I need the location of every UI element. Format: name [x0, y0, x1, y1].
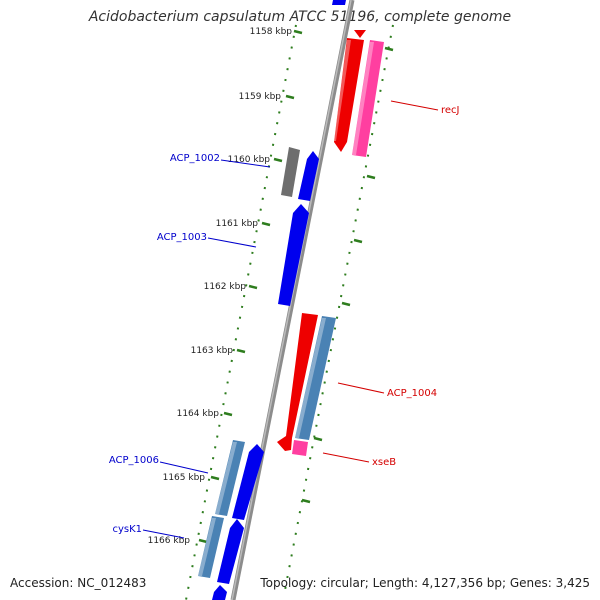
major-tick: [366, 174, 376, 180]
major-tick: [313, 436, 323, 442]
gene-label-acp1004[interactable]: ACP_1004: [387, 388, 437, 399]
connector-cysk1: [142, 529, 185, 539]
scale-label-1162: 1162 kbp: [204, 282, 247, 292]
major-tick: [210, 475, 220, 481]
scale-label-1161: 1161 kbp: [216, 219, 259, 229]
major-tick: [285, 94, 295, 100]
gene-feature-top-red-tip[interactable]: [354, 30, 366, 38]
gene-label-xseb[interactable]: xseB: [372, 457, 396, 468]
connector-xseb: [322, 452, 370, 463]
accession-text: Accession: NC_012483: [10, 576, 147, 590]
topology-text: Topology: circular; Length: 4,127,356 bp…: [260, 576, 590, 590]
gene-feature-acp1004-red[interactable]: [277, 313, 318, 451]
right-tick-track: [284, 24, 394, 591]
page-title: Acidobacterium capsulatum ATCC 51196, co…: [88, 9, 512, 25]
gene-feature-recj-pink[interactable]: [352, 40, 384, 157]
scale-label-1164: 1164 kbp: [177, 409, 220, 419]
major-tick: [384, 46, 394, 52]
gene-feature-xseb[interactable]: [292, 440, 308, 456]
connector-acp1006: [159, 461, 209, 474]
gene-label-acp1002[interactable]: ACP_1002: [170, 153, 220, 164]
gene-label-cysk1[interactable]: cysK1: [112, 524, 142, 535]
major-tick: [301, 498, 311, 504]
gene-feature-acp1002[interactable]: [298, 151, 319, 201]
genome-backbone-highlight: [231, 0, 352, 600]
gene-label-acp1003[interactable]: ACP_1003: [157, 232, 207, 243]
connector-acp1002: [220, 159, 271, 168]
gene-feature-cysk1[interactable]: [217, 519, 244, 584]
gene-feature-cysk1-steel[interactable]: [198, 516, 224, 578]
scale-label-1159: 1159 kbp: [239, 92, 282, 102]
gene-feature-recj-red[interactable]: [334, 38, 364, 152]
major-tick: [341, 301, 351, 307]
major-tick: [236, 348, 246, 354]
gene-feature-acp1002-gray[interactable]: [281, 147, 300, 197]
gene-feature-top-blue[interactable]: [332, 0, 346, 5]
genome-backbone: [230, 0, 355, 600]
scale-label-1166: 1166 kbp: [148, 536, 191, 546]
connector-acp1004: [337, 382, 385, 394]
major-tick: [248, 284, 258, 290]
major-tick: [223, 411, 233, 417]
gene-feature-acp1005[interactable]: [215, 440, 245, 516]
major-tick: [273, 157, 283, 163]
gene-feature-acp1003[interactable]: [278, 204, 309, 306]
gene-feature-acp1004[interactable]: [295, 316, 336, 440]
major-tick: [198, 538, 208, 544]
connector-acp1003: [207, 237, 257, 248]
scale-label-1165: 1165 kbp: [163, 473, 206, 483]
major-ticks: [198, 29, 394, 544]
gene-feature-acp1006[interactable]: [232, 444, 264, 520]
gene-label-recj[interactable]: recJ: [441, 105, 460, 116]
scale-label-1163: 1163 kbp: [191, 346, 234, 356]
major-tick: [261, 221, 271, 227]
scale-label-1158: 1158 kbp: [250, 27, 293, 37]
gene-label-acp1006[interactable]: ACP_1006: [109, 455, 159, 466]
major-tick: [293, 29, 303, 35]
feature-highlights: [198, 40, 374, 576]
scale-label-1160: 1160 kbp: [228, 155, 271, 165]
major-tick: [353, 238, 363, 244]
gene-feature-bottom-blue[interactable]: [212, 585, 227, 600]
connector-recj: [390, 100, 439, 111]
